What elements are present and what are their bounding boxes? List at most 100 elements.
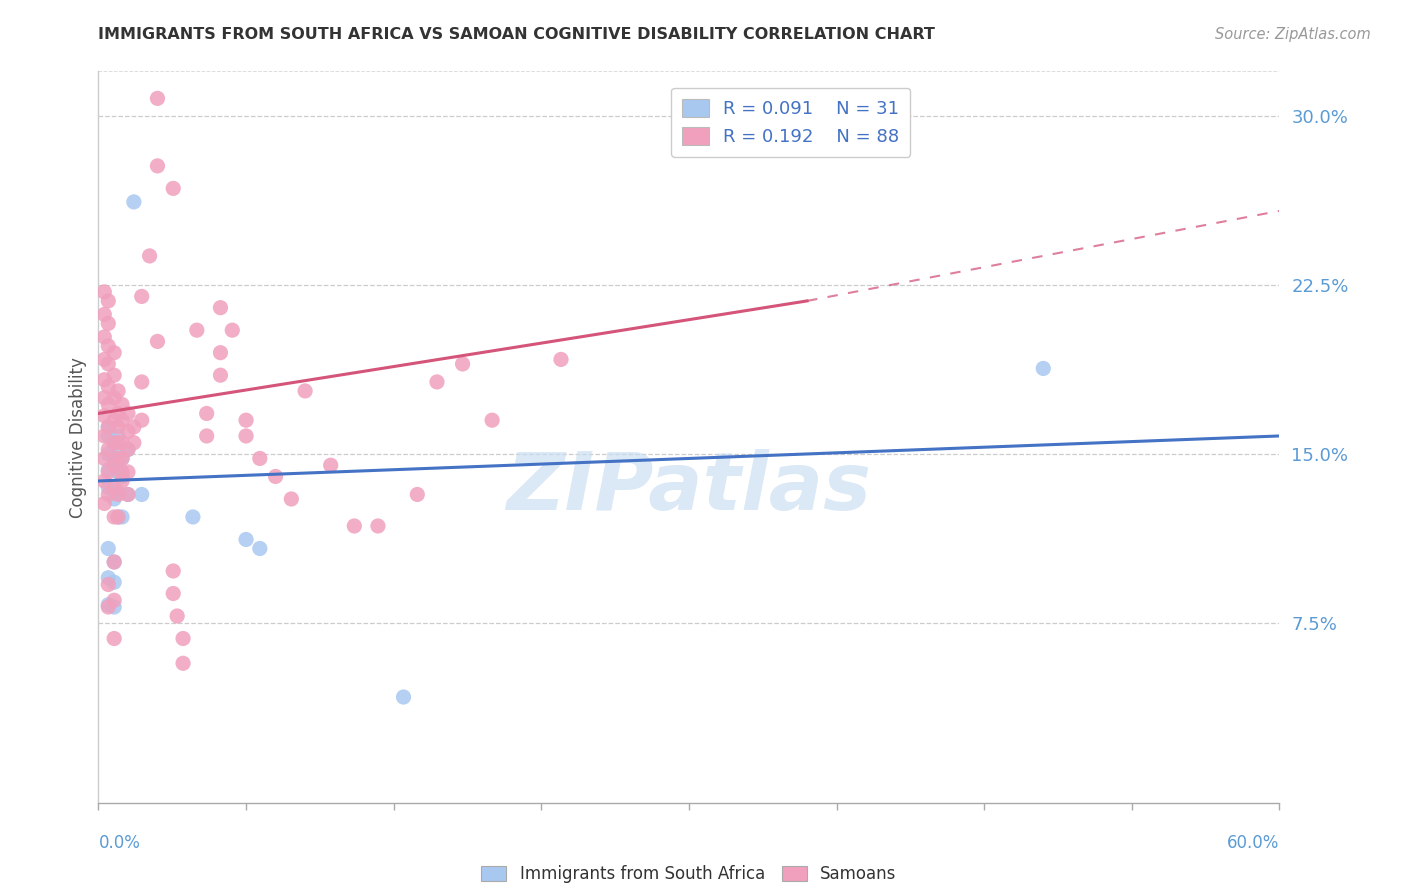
Point bbox=[550, 352, 572, 367]
Point bbox=[195, 407, 218, 421]
Point bbox=[93, 391, 115, 405]
Point bbox=[111, 465, 134, 479]
Point bbox=[451, 357, 474, 371]
Point bbox=[93, 330, 115, 344]
Point bbox=[111, 413, 134, 427]
Point bbox=[111, 469, 134, 483]
Point bbox=[131, 413, 153, 427]
Point bbox=[131, 289, 153, 303]
Point bbox=[97, 465, 120, 479]
Point bbox=[93, 373, 115, 387]
Point bbox=[117, 487, 139, 501]
Point bbox=[111, 474, 134, 488]
Point bbox=[93, 451, 115, 466]
Point bbox=[111, 451, 134, 466]
Point bbox=[117, 407, 139, 421]
Point bbox=[97, 397, 120, 411]
Point bbox=[97, 541, 120, 556]
Point bbox=[107, 510, 129, 524]
Point bbox=[406, 487, 429, 501]
Point bbox=[146, 159, 169, 173]
Point bbox=[97, 487, 120, 501]
Point bbox=[93, 307, 115, 321]
Point bbox=[103, 555, 125, 569]
Point bbox=[103, 481, 125, 495]
Point bbox=[249, 451, 271, 466]
Point bbox=[131, 487, 153, 501]
Point bbox=[209, 368, 232, 383]
Point bbox=[107, 435, 129, 450]
Text: Source: ZipAtlas.com: Source: ZipAtlas.com bbox=[1215, 27, 1371, 42]
Point bbox=[97, 577, 120, 591]
Point bbox=[235, 413, 257, 427]
Point bbox=[97, 293, 120, 308]
Point bbox=[367, 519, 389, 533]
Point bbox=[103, 435, 125, 450]
Point bbox=[97, 481, 120, 495]
Point bbox=[111, 510, 134, 524]
Point bbox=[93, 429, 115, 443]
Text: 0.0%: 0.0% bbox=[98, 834, 141, 852]
Point bbox=[172, 632, 194, 646]
Point bbox=[97, 442, 120, 457]
Point bbox=[172, 657, 194, 671]
Point bbox=[131, 375, 153, 389]
Point bbox=[103, 458, 125, 473]
Point bbox=[97, 420, 120, 434]
Point bbox=[195, 429, 218, 443]
Point bbox=[235, 429, 257, 443]
Point bbox=[103, 575, 125, 590]
Point bbox=[162, 586, 184, 600]
Point bbox=[103, 391, 125, 405]
Point bbox=[107, 487, 129, 501]
Point bbox=[103, 451, 125, 466]
Point bbox=[122, 420, 145, 434]
Point bbox=[107, 465, 129, 479]
Point bbox=[122, 435, 145, 450]
Point bbox=[209, 301, 232, 315]
Point bbox=[221, 323, 243, 337]
Point bbox=[107, 420, 129, 434]
Point bbox=[235, 533, 257, 547]
Point bbox=[146, 334, 169, 349]
Point bbox=[111, 397, 134, 411]
Point bbox=[107, 429, 129, 443]
Point bbox=[264, 469, 287, 483]
Point bbox=[138, 249, 160, 263]
Point bbox=[103, 593, 125, 607]
Point bbox=[117, 442, 139, 457]
Point bbox=[93, 409, 115, 423]
Point bbox=[103, 413, 125, 427]
Point bbox=[103, 368, 125, 383]
Text: IMMIGRANTS FROM SOUTH AFRICA VS SAMOAN COGNITIVE DISABILITY CORRELATION CHART: IMMIGRANTS FROM SOUTH AFRICA VS SAMOAN C… bbox=[98, 27, 935, 42]
Point bbox=[93, 285, 115, 299]
Point bbox=[122, 194, 145, 209]
Point bbox=[107, 407, 129, 421]
Point bbox=[107, 384, 129, 398]
Point bbox=[117, 487, 139, 501]
Point bbox=[103, 599, 125, 614]
Point bbox=[117, 425, 139, 439]
Point bbox=[319, 458, 342, 473]
Point bbox=[162, 181, 184, 195]
Legend: R = 0.091    N = 31, R = 0.192    N = 88: R = 0.091 N = 31, R = 0.192 N = 88 bbox=[671, 87, 910, 157]
Point bbox=[107, 451, 129, 466]
Point bbox=[117, 442, 139, 457]
Point bbox=[343, 519, 366, 533]
Point bbox=[181, 510, 204, 524]
Point bbox=[392, 690, 415, 704]
Point bbox=[93, 496, 115, 510]
Point bbox=[249, 541, 271, 556]
Point bbox=[117, 465, 139, 479]
Point bbox=[103, 510, 125, 524]
Y-axis label: Cognitive Disability: Cognitive Disability bbox=[69, 357, 87, 517]
Point bbox=[103, 555, 125, 569]
Point bbox=[97, 317, 120, 331]
Point bbox=[111, 451, 134, 466]
Point bbox=[280, 491, 302, 506]
Point bbox=[107, 447, 129, 461]
Point bbox=[107, 485, 129, 500]
Point bbox=[97, 463, 120, 477]
Point bbox=[1032, 361, 1054, 376]
Point bbox=[93, 352, 115, 367]
